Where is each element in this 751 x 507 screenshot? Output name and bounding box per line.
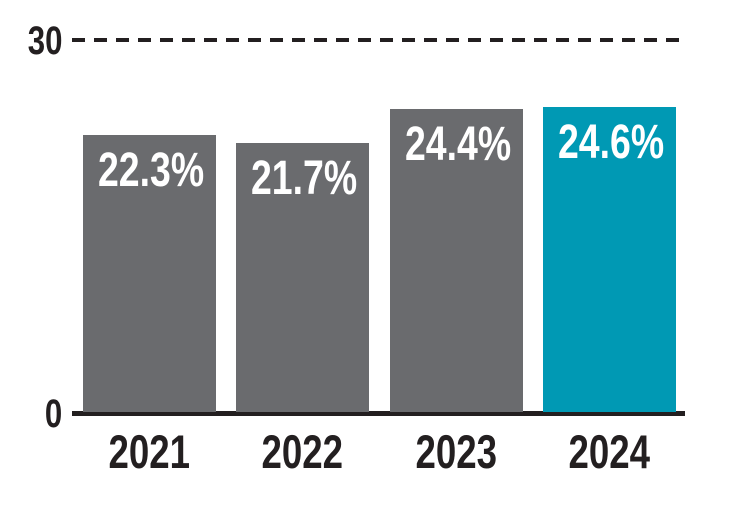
bar-value-label-2024: 24.6% xyxy=(557,116,665,169)
x-axis-line xyxy=(72,411,685,416)
dashed-gridline-30 xyxy=(72,38,685,42)
bar-2022: 21.7% xyxy=(236,143,369,412)
y-axis-label-0-text: 0 xyxy=(44,392,62,436)
y-axis-label-30: 30 xyxy=(0,21,62,61)
bar-2021: 22.3% xyxy=(83,135,216,412)
x-axis-label-2021: 2021 xyxy=(108,425,191,478)
x-axis-label-2024: 2024 xyxy=(568,425,651,478)
bar-2024: 24.6% xyxy=(543,107,676,412)
y-axis-label-30-text: 30 xyxy=(27,19,62,63)
x-axis-label-2022: 2022 xyxy=(261,425,344,478)
bar-value-label-2023: 24.4% xyxy=(404,118,512,171)
bar-value-label-2022: 21.7% xyxy=(250,152,358,205)
y-axis-label-0: 0 xyxy=(0,394,62,434)
bar-value-label-2021: 22.3% xyxy=(97,144,205,197)
bar-2023: 24.4% xyxy=(390,109,523,412)
x-axis-label-2023: 2023 xyxy=(415,425,498,478)
